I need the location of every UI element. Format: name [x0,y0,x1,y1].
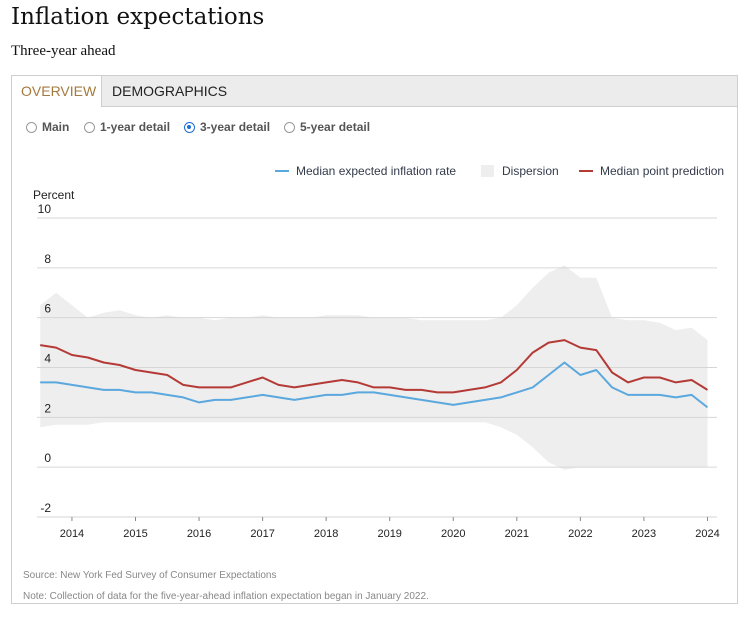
x-tick-label: 2020 [441,528,465,540]
x-tick-label: 2015 [123,528,147,540]
footnote: Note: Collection of data for the five-ye… [23,591,429,602]
y-tick-label: 6 [44,302,51,316]
y-tick-label: -2 [40,501,51,515]
y-axis-label: Percent [33,188,75,202]
y-tick-label: 0 [44,451,51,465]
radio-label: 1-year detail [100,120,171,134]
radio-dot-icon [84,121,95,133]
y-tick-label: 10 [38,202,52,216]
legend-swatch [481,165,494,177]
radio-label: 5-year detail [300,120,371,134]
radio-3-year-detail[interactable]: 3-year detail [184,118,270,136]
x-tick-label: 2018 [314,528,338,540]
legend-label: Dispersion [502,164,559,178]
radio-5-year-detail[interactable]: 5-year detail [284,118,370,136]
median-expected-line [40,361,709,409]
tab-overview[interactable]: OVERVIEW [12,76,102,107]
legend-label: Median point prediction [600,164,724,178]
x-tick-label: 2019 [377,528,401,540]
y-tick-label: 4 [44,352,51,366]
x-tick-label: 2016 [187,528,211,540]
y-tick-label: 8 [44,252,51,266]
inflation-chart: Median expected inflation rate Dispersion… [33,164,724,540]
radio-label: Main [42,120,70,134]
x-tick-label: 2024 [695,528,719,540]
legend-label: Median expected inflation rate [296,164,456,178]
x-tick-label: 2021 [505,528,529,540]
tab-demographics[interactable]: DEMOGRAPHICS [112,83,228,99]
radio-dot-icon [26,121,37,133]
x-tick-label: 2022 [568,528,592,540]
y-tick-label: 2 [44,401,51,415]
page-title: Inflation expectations [11,4,265,30]
chart-panel: OVERVIEW DEMOGRAPHICS Main 1-year detail… [11,75,738,604]
tab-bar: OVERVIEW DEMOGRAPHICS [12,76,737,107]
x-tick-label: 2017 [250,528,274,540]
radio-main[interactable]: Main [26,118,69,136]
median-point-line [40,339,709,394]
x-tick-label: 2023 [632,528,656,540]
radio-dot-icon [184,121,195,133]
radio-label: 3-year detail [200,120,271,134]
source-note: Source: New York Fed Survey of Consumer … [23,570,277,581]
radio-dot-icon [284,121,295,133]
radio-1-year-detail[interactable]: 1-year detail [84,118,170,136]
page-subtitle: Three-year ahead [11,43,116,59]
x-tick-label: 2014 [60,528,84,540]
